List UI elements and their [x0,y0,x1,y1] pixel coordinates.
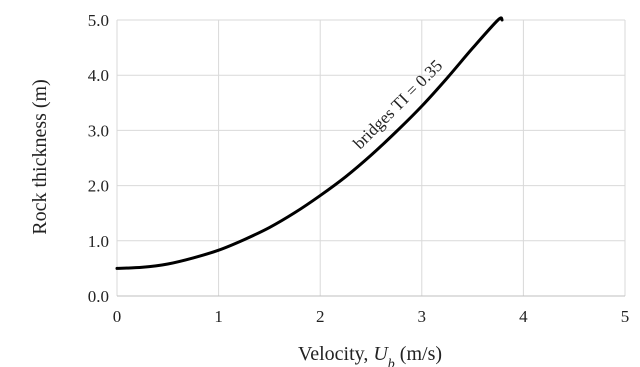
x-tick-label: 0 [113,307,122,326]
y-tick-label: 4.0 [88,66,109,85]
grid-lines [116,19,626,296]
x-tick-label: 5 [621,307,630,326]
y-tick-label: 2.0 [88,177,109,196]
x-tick-label: 3 [418,307,427,326]
y-tick-label: 1.0 [88,232,109,251]
x-tick-label: 1 [214,307,223,326]
x-tick-labels: 0 1 2 3 4 5 [113,307,630,326]
y-axis-label: Rock thickness (m) [29,79,51,235]
x-axis-label: Velocity, Ub (m/s) [298,343,442,367]
y-tick-labels: 0.0 1.0 2.0 3.0 4.0 5.0 [88,11,109,306]
y-tick-label: 0.0 [88,287,109,306]
x-tick-label: 4 [519,307,528,326]
series-annotation: bridges TI = 0.35 [349,56,446,153]
y-tick-label: 5.0 [88,11,109,30]
y-tick-label: 3.0 [88,121,109,140]
x-tick-label: 2 [316,307,325,326]
series-line-bridges [115,16,504,270]
